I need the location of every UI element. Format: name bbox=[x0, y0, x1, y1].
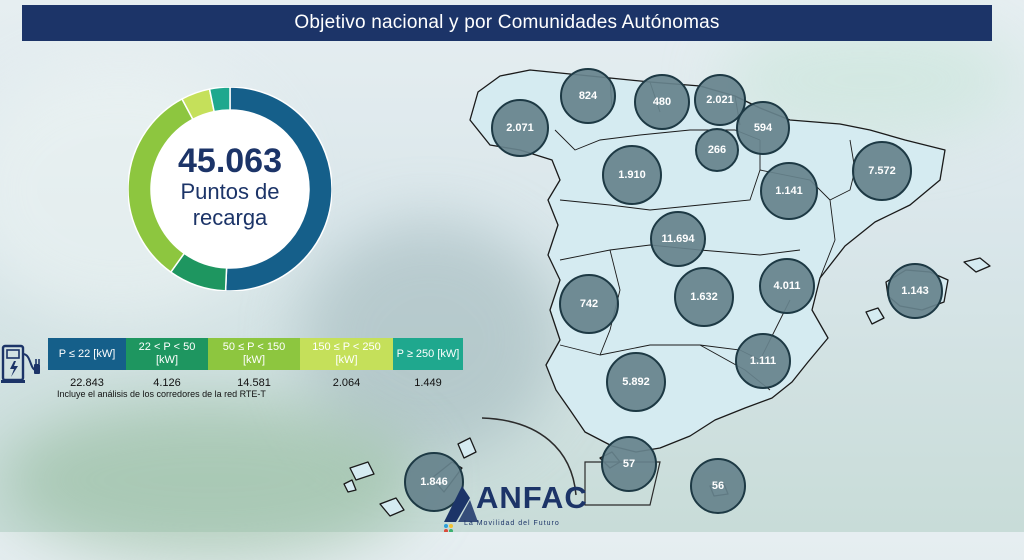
donut-svg bbox=[127, 86, 333, 292]
region-bubble-cataluña: 7.572 bbox=[852, 141, 912, 201]
peninsula-shape bbox=[469, 69, 946, 453]
region-bubble-comunidad-valenciana: 4.011 bbox=[759, 258, 815, 314]
menorca-shape bbox=[963, 257, 991, 273]
region-value: 1.632 bbox=[690, 291, 718, 303]
region-bubble-castilla-la-mancha: 1.632 bbox=[674, 267, 734, 327]
lanzarote-shape bbox=[457, 437, 477, 459]
category-header-3: 150 ≤ P < 250 [kW] bbox=[300, 338, 393, 370]
region-value: 1.143 bbox=[901, 285, 929, 297]
category-value-row: 22.843 4.126 14.581 2.064 1.449 bbox=[48, 370, 463, 397]
donut-chart: 45.063 Puntos de recarga bbox=[127, 86, 333, 292]
region-bubble-andalucía: 5.892 bbox=[606, 352, 666, 412]
total-count: 45.063 bbox=[178, 142, 282, 180]
donut-center: 45.063 Puntos de recarga bbox=[128, 87, 332, 291]
region-bubble-baleares: 1.143 bbox=[887, 263, 943, 319]
region-bubble-navarra: 594 bbox=[736, 101, 790, 155]
ev-charger-icon bbox=[0, 340, 44, 386]
region-value: 7.572 bbox=[868, 165, 896, 177]
region-value: 1.910 bbox=[618, 169, 646, 181]
region-bubble-cantabria: 480 bbox=[634, 74, 690, 130]
logo-mark bbox=[444, 486, 478, 532]
region-value: 11.694 bbox=[661, 233, 695, 245]
category-value-1: 4.126 bbox=[153, 377, 181, 389]
region-bubble-melilla: 56 bbox=[690, 458, 746, 514]
category-header-row: P ≤ 22 [kW] 22 < P < 50 [kW] 50 ≤ P < 150 … bbox=[48, 338, 463, 370]
category-header-2: 50 ≤ P < 150 [kW] bbox=[208, 338, 300, 370]
ibiza-shape bbox=[865, 307, 885, 325]
donut-hole bbox=[151, 110, 309, 268]
category-value-2: 14.581 bbox=[237, 377, 271, 389]
region-value: 824 bbox=[578, 90, 598, 102]
category-value-4: 1.449 bbox=[414, 377, 442, 389]
region-value: 57 bbox=[622, 458, 636, 470]
power-category-table: P ≤ 22 [kW] 22 < P < 50 [kW] 50 ≤ P < 150 … bbox=[48, 338, 463, 397]
category-value-3: 2.064 bbox=[332, 377, 361, 389]
region-bubble-aragón: 1.141 bbox=[760, 162, 818, 220]
gran-canaria-shape bbox=[379, 497, 405, 517]
category-header-1: 22 < P < 50 [kW] bbox=[126, 338, 208, 370]
page-title-text: Objetivo nacional y por Comunidades Autó… bbox=[294, 12, 720, 33]
category-header-0: P ≤ 22 [kW] bbox=[48, 338, 126, 370]
region-value: 594 bbox=[753, 122, 773, 134]
region-bubble-la-rioja: 266 bbox=[695, 128, 739, 172]
logo-tagline: La Movilidad del Futuro bbox=[464, 520, 560, 527]
region-value: 4.011 bbox=[773, 280, 801, 292]
page-title: Objetivo nacional y por Comunidades Autó… bbox=[22, 5, 992, 41]
anfac-logo: ANFAC La Movilidad del Futuro bbox=[440, 478, 610, 532]
region-value: 2.021 bbox=[706, 94, 734, 106]
tenerife-shape bbox=[349, 461, 375, 481]
region-value: 1.111 bbox=[749, 355, 777, 367]
region-value: 5.892 bbox=[622, 376, 650, 388]
region-value: 480 bbox=[652, 96, 672, 108]
region-value: 266 bbox=[707, 144, 727, 156]
region-value: 742 bbox=[579, 298, 599, 310]
region-bubble-ceuta: 57 bbox=[601, 436, 657, 492]
la-gomera-shape bbox=[343, 479, 357, 493]
canarias-separator-arc bbox=[481, 417, 577, 496]
table-note: Incluye el análisis de los corredores de… bbox=[57, 389, 266, 399]
category-value-0: 22.843 bbox=[70, 377, 104, 389]
region-value: 56 bbox=[711, 480, 725, 492]
region-bubble-extremadura: 742 bbox=[559, 274, 619, 334]
region-bubble-castilla-y-león: 1.910 bbox=[602, 145, 662, 205]
region-bubble-murcia: 1.111 bbox=[735, 333, 791, 389]
region-value: 1.141 bbox=[775, 185, 803, 197]
region-bubble-madrid: 11.694 bbox=[650, 211, 706, 267]
region-value: 1.846 bbox=[420, 476, 448, 488]
region-value: 2.071 bbox=[506, 122, 534, 134]
region-bubble-asturias: 824 bbox=[560, 68, 616, 124]
category-header-4: P ≥ 250 [kW] bbox=[393, 338, 463, 370]
total-label: Puntos de recarga bbox=[180, 179, 280, 230]
logo-wordmark: ANFAC bbox=[476, 480, 588, 515]
region-bubble-galicia: 2.071 bbox=[491, 99, 549, 157]
